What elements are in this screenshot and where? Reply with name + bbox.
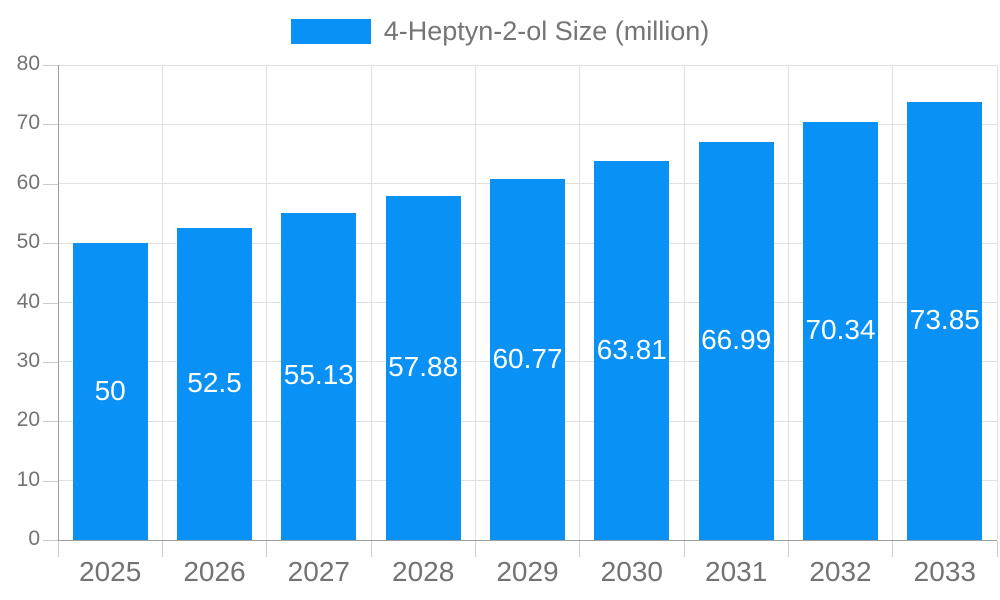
v-gridline [892,65,894,540]
y-axis-tick-label: 0 [28,527,40,550]
legend-label: 4-Heptyn-2-ol Size (million) [383,16,710,46]
y-axis-tick-label: 80 [16,52,40,75]
h-gridline [58,64,997,66]
bar[interactable] [385,196,461,540]
v-gridline [266,65,268,540]
x-axis-tick [370,541,372,557]
y-axis-tick [43,421,58,423]
bar[interactable] [594,161,670,540]
x-axis-tick [474,541,476,557]
bar-value-label: 52.5 [187,367,242,399]
y-axis-tick-label: 10 [16,467,40,491]
y-axis-tick [43,480,58,482]
y-axis-tick-label: 20 [16,408,40,432]
x-axis-tick-label: 2026 [183,556,246,587]
bar[interactable] [803,122,878,540]
y-axis-tick [43,65,58,66]
v-gridline [370,65,372,540]
chart-legend[interactable]: 4-Heptyn-2-ol Size (million) [0,16,1000,46]
bar[interactable] [490,179,565,540]
x-axis-tick-label: 2027 [287,556,350,587]
y-axis-line [58,65,59,540]
x-axis-tick [579,541,581,557]
v-gridline [683,65,685,540]
x-axis-tick-label: 2032 [809,556,872,587]
y-axis-tick-label: 50 [16,230,40,254]
x-axis-tick [892,541,894,557]
bar-value-label: 70.34 [805,314,876,346]
x-axis-line [58,540,997,541]
bar[interactable] [177,228,252,540]
bar-value-label: 63.81 [596,333,667,365]
x-axis-tick [683,541,685,557]
x-axis-tick [57,541,59,557]
x-axis-tick [996,541,998,557]
bar[interactable] [698,142,774,540]
y-axis-tick [43,124,58,126]
bar[interactable] [907,101,983,540]
bar[interactable] [72,243,148,540]
x-axis-tick-label: 2028 [392,556,455,587]
v-gridline [474,65,476,540]
bar-value-label: 57.88 [388,351,459,383]
x-axis-tick-label: 2033 [913,556,976,587]
x-axis-tick-label: 2030 [600,556,663,587]
bar-value-label: 73.85 [909,303,980,335]
bar[interactable] [281,212,357,540]
x-axis-tick [161,541,163,557]
y-axis-tick [43,302,58,304]
bar-value-label: 55.13 [283,359,354,391]
y-axis-tick [43,361,58,363]
legend-swatch-icon [290,19,371,44]
v-gridline [579,65,581,540]
x-axis-tick-label: 2031 [705,556,768,587]
y-axis-tick-label: 60 [16,170,40,194]
x-axis-tick [787,541,789,557]
v-gridline [996,65,998,540]
bar-value-label: 60.77 [492,342,563,374]
y-axis-tick-label: 40 [16,289,40,313]
y-axis-tick [43,243,58,245]
v-gridline [787,65,789,540]
x-axis-tick [266,541,268,557]
y-axis-tick [43,540,58,541]
y-axis-tick-label: 70 [16,111,40,135]
x-axis-tick-label: 2029 [496,556,559,587]
bar-value-label: 50 [94,374,126,406]
y-axis-tick [43,183,58,185]
y-axis-tick-label: 30 [16,348,40,372]
bar-value-label: 66.99 [701,324,772,356]
v-gridline [161,65,163,540]
x-axis-tick-label: 2025 [79,556,142,587]
h-gridline [58,123,997,125]
